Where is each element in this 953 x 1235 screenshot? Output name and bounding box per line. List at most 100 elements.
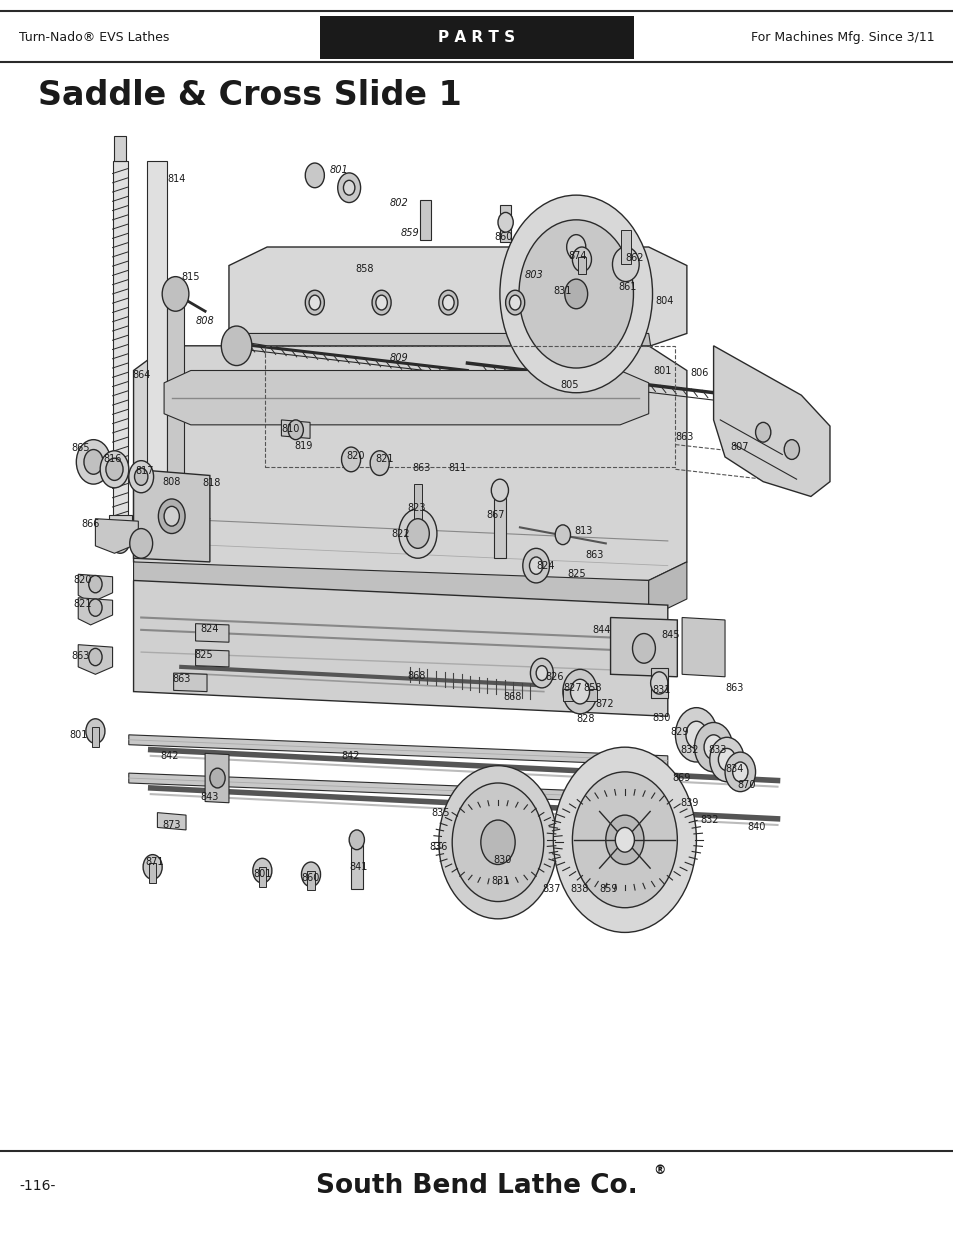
- Circle shape: [685, 721, 706, 748]
- Text: Saddle & Cross Slide 1: Saddle & Cross Slide 1: [38, 79, 461, 111]
- Polygon shape: [147, 161, 167, 519]
- Circle shape: [76, 440, 111, 484]
- Text: 835: 835: [431, 808, 450, 818]
- Text: 838: 838: [570, 884, 589, 894]
- Text: 808: 808: [162, 477, 181, 487]
- Polygon shape: [195, 650, 229, 667]
- Text: 825: 825: [194, 650, 213, 659]
- Circle shape: [406, 519, 429, 548]
- Circle shape: [442, 295, 454, 310]
- Text: 863: 863: [172, 674, 191, 684]
- Circle shape: [343, 180, 355, 195]
- Circle shape: [709, 737, 743, 782]
- Polygon shape: [164, 370, 648, 425]
- Text: 826: 826: [544, 672, 563, 682]
- Polygon shape: [713, 346, 829, 496]
- Circle shape: [562, 669, 597, 714]
- Circle shape: [84, 450, 103, 474]
- Bar: [650, 668, 667, 698]
- Polygon shape: [78, 574, 112, 603]
- Text: 824: 824: [200, 624, 219, 634]
- Text: 816: 816: [103, 454, 122, 464]
- Text: 863: 863: [675, 432, 694, 442]
- Circle shape: [605, 815, 643, 864]
- Text: For Machines Mfg. Since 3/11: For Machines Mfg. Since 3/11: [751, 31, 934, 44]
- Text: 814: 814: [167, 174, 186, 184]
- Polygon shape: [129, 735, 667, 766]
- Circle shape: [724, 752, 755, 792]
- Text: 811: 811: [448, 463, 467, 473]
- Circle shape: [509, 295, 520, 310]
- Bar: [499, 205, 511, 242]
- Circle shape: [522, 548, 549, 583]
- Text: 804: 804: [655, 296, 674, 306]
- Bar: [307, 871, 314, 890]
- Circle shape: [518, 220, 633, 368]
- Polygon shape: [351, 840, 362, 889]
- Text: 832: 832: [679, 745, 699, 755]
- Polygon shape: [681, 618, 724, 677]
- Circle shape: [164, 506, 179, 526]
- Text: 813: 813: [574, 526, 593, 536]
- Circle shape: [375, 295, 387, 310]
- Text: 841: 841: [349, 862, 368, 872]
- Polygon shape: [173, 673, 207, 692]
- Text: 872: 872: [595, 699, 614, 709]
- Circle shape: [309, 295, 320, 310]
- Text: 829: 829: [669, 727, 688, 737]
- Text: 827: 827: [562, 683, 581, 693]
- Bar: [562, 689, 597, 701]
- Text: 834: 834: [724, 764, 743, 774]
- Bar: [114, 136, 126, 161]
- Circle shape: [497, 212, 513, 232]
- Text: 820: 820: [346, 451, 365, 461]
- Circle shape: [783, 440, 799, 459]
- Circle shape: [570, 679, 589, 704]
- Text: 824: 824: [536, 561, 555, 571]
- Text: 866: 866: [81, 519, 100, 529]
- Text: 815: 815: [181, 272, 200, 282]
- Text: 803: 803: [524, 270, 543, 280]
- Text: 830: 830: [493, 855, 512, 864]
- Bar: [578, 257, 585, 274]
- Circle shape: [89, 648, 102, 666]
- Text: 869: 869: [671, 773, 690, 783]
- Text: 861: 861: [618, 282, 637, 291]
- Text: 823: 823: [407, 503, 426, 513]
- Circle shape: [555, 525, 570, 545]
- Polygon shape: [133, 562, 648, 618]
- Text: 831: 831: [553, 287, 572, 296]
- Text: -116-: -116-: [19, 1178, 55, 1193]
- Text: 873: 873: [162, 820, 181, 830]
- Bar: [419, 200, 431, 240]
- Text: Turn-Nado® EVS Lathes: Turn-Nado® EVS Lathes: [19, 31, 170, 44]
- Bar: [569, 247, 582, 294]
- Circle shape: [480, 820, 515, 864]
- Text: 863: 863: [412, 463, 431, 473]
- Circle shape: [210, 768, 225, 788]
- Text: 818: 818: [202, 478, 221, 488]
- Text: 867: 867: [486, 510, 505, 520]
- Circle shape: [100, 451, 129, 488]
- Circle shape: [305, 163, 324, 188]
- Polygon shape: [229, 333, 650, 346]
- Text: 836: 836: [429, 842, 448, 852]
- Text: 842: 842: [160, 751, 179, 761]
- Circle shape: [134, 468, 148, 485]
- Polygon shape: [78, 645, 112, 674]
- Polygon shape: [648, 562, 686, 618]
- Text: 859: 859: [598, 884, 618, 894]
- Bar: [494, 490, 505, 558]
- Text: 809: 809: [389, 353, 408, 363]
- Circle shape: [89, 599, 102, 616]
- Circle shape: [694, 722, 732, 772]
- Circle shape: [130, 529, 152, 558]
- Polygon shape: [195, 624, 229, 642]
- Circle shape: [162, 277, 189, 311]
- Circle shape: [305, 290, 324, 315]
- Circle shape: [372, 290, 391, 315]
- Circle shape: [530, 658, 553, 688]
- Circle shape: [452, 783, 543, 902]
- Circle shape: [703, 735, 722, 760]
- Polygon shape: [157, 813, 186, 830]
